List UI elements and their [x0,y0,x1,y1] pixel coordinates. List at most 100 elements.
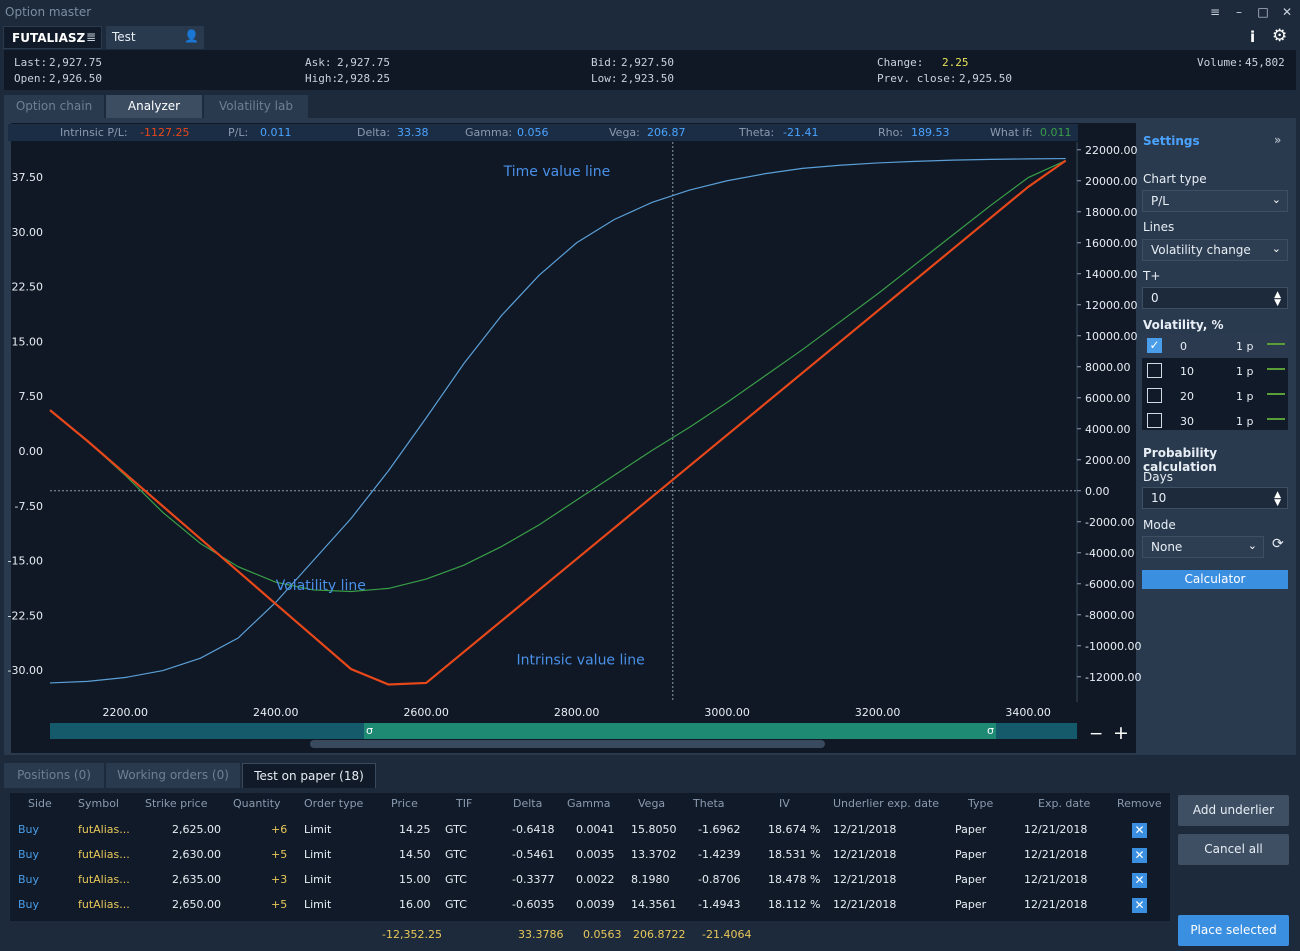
cell-quantity: +6 [271,823,288,836]
col-exp-date[interactable]: Exp. date [1038,797,1091,810]
cell-symbol[interactable]: futAlias... [78,898,130,911]
cell-underlier-exp: 12/21/2018 [833,873,897,886]
right-tick-label: 2000.00 [1085,454,1131,467]
tab-test-on-paper[interactable]: Test on paper (18) [242,763,376,788]
right-tick-label: 0.00 [1085,485,1110,498]
cell-symbol[interactable]: futAlias... [78,848,130,861]
col-vega[interactable]: Vega [638,797,666,810]
open-value: 2,926.50 [49,72,102,85]
col-type[interactable]: Type [968,797,994,810]
user-icon[interactable]: 👤 [184,29,199,43]
zoom-out-icon[interactable]: − [1089,724,1104,744]
left-tick-label: 30.00 [12,226,44,239]
line-color-swatch[interactable] [1267,343,1285,345]
col-remove[interactable]: Remove [1117,797,1162,810]
rho-label: Rho: [878,126,904,139]
cell-price: 14.50 [399,848,431,861]
remove-icon[interactable]: ✕ [1132,823,1147,838]
right-tick-label: -6000.00 [1085,578,1134,591]
tab-option-chain[interactable]: Option chain [4,95,104,118]
orders-table: Side Symbol Strike price Quantity Order … [10,793,1170,921]
remove-icon[interactable]: ✕ [1132,873,1147,888]
tab-positions[interactable]: Positions (0) [4,763,104,788]
cell-iv: 18.674 % [768,823,821,836]
right-tick-label: 22000.00 [1085,144,1138,157]
stepper-icon[interactable]: ▲ ▼ [1274,490,1281,508]
days-input[interactable]: 10 ▲ ▼ [1142,487,1288,509]
col-quantity[interactable]: Quantity [233,797,281,810]
menu-icon[interactable]: ≡ [1209,5,1221,19]
prev-close-value: 2,925.50 [959,72,1012,85]
chevron-down-icon: ⌄ [1247,539,1257,552]
mode-select[interactable]: None ⌄ [1142,536,1264,558]
remove-icon[interactable]: ✕ [1132,848,1147,863]
line-color-swatch[interactable] [1267,393,1285,395]
whatif-label: What if: [990,126,1033,139]
col-delta[interactable]: Delta [513,797,543,810]
volatility-row[interactable]: 10 1 p [1142,359,1288,383]
chart-type-select[interactable]: P/L ⌄ [1142,190,1288,212]
volatility-row[interactable]: ✓ 0 1 p [1142,334,1288,358]
place-selected-button[interactable]: Place selected [1178,915,1289,946]
cell-delta: -0.6418 [512,823,555,836]
col-order-type[interactable]: Order type [304,797,364,810]
lines-select[interactable]: Volatility change ⌄ [1142,239,1288,261]
col-side[interactable]: Side [28,797,52,810]
volatility-row[interactable]: 30 1 p [1142,409,1288,430]
gear-icon[interactable]: ⚙ [1272,26,1288,46]
days-value: 10 [1151,491,1167,505]
volume-label: Volume: [1197,56,1244,69]
table-row[interactable]: Buy futAlias... 2,650.00 +5 Limit 16.00 GTC -0.… [10,892,1170,917]
add-underlier-button[interactable]: Add underlier [1178,795,1289,826]
tab-volatility-lab[interactable]: Volatility lab [204,95,308,118]
table-row[interactable]: Buy futAlias... 2,630.00 +5 Limit 14.50 GTC -0.… [10,842,1170,867]
theta-label: Theta: [739,126,775,139]
cell-symbol[interactable]: futAlias... [78,873,130,886]
prev-close-label: Prev. close: [877,72,957,85]
cell-price: 14.25 [399,823,431,836]
close-icon[interactable]: ✕ [1281,5,1293,19]
col-gamma[interactable]: Gamma [567,797,611,810]
info-icon[interactable]: i [1250,28,1256,46]
volatility-unit: 1 p [1236,340,1254,353]
left-tick-label: -22.50 [8,609,43,622]
checkbox[interactable] [1147,363,1162,378]
tplus-input[interactable]: 0 ▲ ▼ [1142,287,1288,309]
calculator-button[interactable]: Calculator [1142,570,1288,589]
list-icon[interactable]: ≣ [86,30,97,44]
table-row[interactable]: Buy futAlias... 2,635.00 +3 Limit 15.00 GTC -0.… [10,867,1170,892]
symbol-tab[interactable]: FUTALIASZ ≣ [3,26,102,49]
col-strike[interactable]: Strike price [145,797,208,810]
col-symbol[interactable]: Symbol [78,797,119,810]
right-tick-label: -10000.00 [1085,640,1141,653]
cancel-all-button[interactable]: Cancel all [1178,834,1289,865]
maximize-icon[interactable]: □ [1257,5,1269,19]
line-color-swatch[interactable] [1267,418,1285,420]
col-underlier-exp[interactable]: Underlier exp. date [833,797,940,810]
col-price[interactable]: Price [391,797,418,810]
col-theta[interactable]: Theta [693,797,725,810]
refresh-icon[interactable]: ⟳ [1272,536,1284,552]
checkbox[interactable] [1147,388,1162,403]
collapse-icon[interactable]: » [1274,133,1282,147]
cell-gamma: 0.0035 [576,848,615,861]
cell-symbol[interactable]: futAlias... [78,823,130,836]
col-tif[interactable]: TIF [456,797,473,810]
account-tab[interactable]: Test 👤 [106,26,204,49]
minimize-icon[interactable]: – [1236,5,1242,19]
tab-working-orders[interactable]: Working orders (0) [106,763,240,788]
checkbox[interactable]: ✓ [1147,338,1162,353]
chart-area[interactable] [11,123,1136,753]
stepper-icon[interactable]: ▲ ▼ [1274,290,1281,308]
zoom-in-icon[interactable]: + [1113,722,1129,744]
col-iv[interactable]: IV [779,797,790,810]
sigma-range[interactable]: σ σ [364,723,996,739]
line-color-swatch[interactable] [1267,368,1285,370]
remove-icon[interactable]: ✕ [1132,898,1147,913]
horizontal-scrollbar[interactable] [310,740,825,748]
volatility-row[interactable]: 20 1 p [1142,384,1288,408]
table-row[interactable]: Buy futAlias... 2,625.00 +6 Limit 14.25 GTC -0.… [10,817,1170,842]
checkbox[interactable] [1147,413,1162,428]
tab-analyzer[interactable]: Analyzer [106,95,202,118]
